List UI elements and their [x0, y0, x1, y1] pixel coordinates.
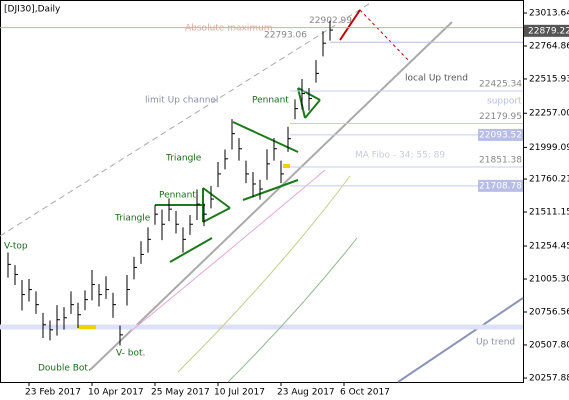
x-tick-label: 10 Jul 2017	[214, 388, 265, 398]
plot-frame	[0, 0, 524, 383]
y-tick-label: 22764.86	[529, 41, 569, 51]
y-tick-label: 21005.30	[529, 275, 569, 285]
projection-dashed	[359, 9, 411, 63]
y-tick-label: 22257.00	[529, 109, 569, 119]
x-tick-label: 23 Aug 2017	[277, 388, 335, 398]
annotation: V-top	[4, 242, 28, 252]
y-tick-label: 21254.45	[529, 242, 569, 252]
ma-89	[227, 237, 358, 383]
y-tick-label: 21511.15	[529, 208, 569, 218]
annotation: support	[487, 97, 522, 107]
level-box	[478, 179, 523, 192]
price-box	[524, 24, 569, 37]
y-tick-label: 20257.88	[529, 374, 569, 384]
y-tick-label: 23013.64	[529, 9, 569, 19]
annotation: limit Up channel	[145, 96, 218, 106]
y-tick-label: 21760.21	[529, 175, 569, 185]
level-box	[478, 128, 523, 141]
up-trend-line	[397, 297, 524, 383]
x-tick-label: 10 Apr 2017	[88, 388, 144, 398]
y-tick-label: 22515.93	[529, 74, 569, 84]
marker	[78, 325, 96, 329]
drawings	[0, 1, 524, 383]
level-label: 21851.38	[479, 155, 522, 165]
level-label: 22902.99	[309, 16, 352, 26]
annotation: Up trend	[476, 338, 515, 348]
x-tick-label: 25 May 2017	[151, 388, 210, 398]
current-price: 22879.22	[528, 26, 569, 36]
annotation: Pennant	[159, 191, 196, 201]
annotation: MA Fibo - 34; 55; 89	[355, 151, 445, 161]
level-label: 22793.06	[264, 31, 307, 41]
annotation: Triangle	[165, 154, 202, 164]
level-label: 22425.34	[479, 79, 522, 89]
ma-34	[129, 169, 326, 333]
ma-55	[177, 175, 351, 373]
channel-line	[0, 1, 373, 237]
marker	[283, 164, 290, 168]
x-tick-label: 23 Feb 2017	[25, 388, 81, 398]
y-tick-label: 20756.56	[529, 307, 569, 317]
annotation: Triangle	[114, 214, 151, 224]
level-label: 21708.78	[479, 181, 522, 191]
annotation: Absolute maximum	[185, 24, 273, 34]
y-tick-label: 20507.80	[529, 340, 569, 350]
level-label: 22179.95	[479, 112, 522, 122]
annotation: Double Bot.	[38, 364, 91, 374]
projection	[339, 9, 361, 41]
local-trend-line	[89, 21, 453, 371]
level-label: 22093.52	[479, 130, 522, 140]
annotation: V- bot.	[116, 349, 145, 359]
x-tick-label: 6 Oct 2017	[340, 388, 390, 398]
annotation: Pennant	[252, 96, 289, 106]
y-tick-label: 21999.09	[529, 143, 569, 153]
annotation: local Up trend	[405, 74, 468, 84]
chart-title: [DJI30],Daily	[4, 5, 61, 15]
